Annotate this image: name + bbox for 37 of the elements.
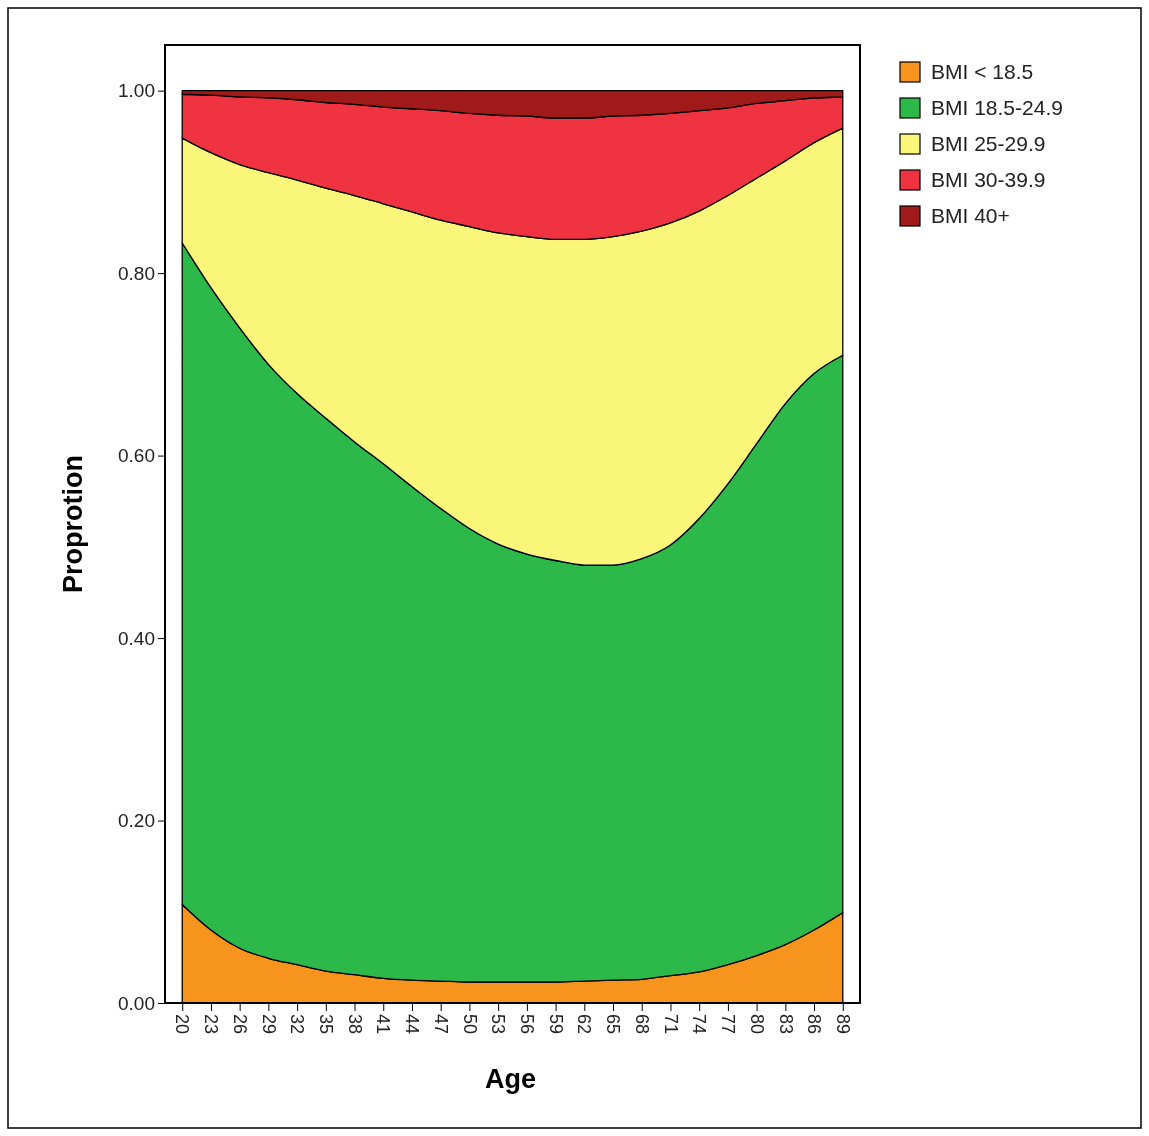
x-tick-label: 32	[287, 1014, 308, 1035]
x-tick-label: 77	[718, 1014, 739, 1035]
y-tick-label: 0.80	[118, 262, 155, 284]
x-tick-label: 29	[258, 1014, 279, 1035]
x-axis-title: Age	[484, 1064, 537, 1094]
x-tick-label: 50	[459, 1014, 480, 1035]
x-tick-label: 53	[488, 1014, 509, 1035]
x-tick-label: 41	[373, 1014, 394, 1035]
x-tick-label: 26	[229, 1014, 250, 1035]
y-tick-label: 0.20	[118, 810, 155, 832]
x-tick-label: 71	[660, 1014, 681, 1035]
x-tick-label: 35	[316, 1014, 337, 1035]
legend-label: BMI 30-39.9	[931, 168, 1046, 191]
x-tick-label: 80	[746, 1014, 767, 1035]
legend-label: BMI 25-29.9	[931, 132, 1046, 155]
x-tick-label: 89	[832, 1014, 853, 1035]
x-tick-label: 56	[517, 1014, 538, 1035]
y-tick-label: 0.60	[118, 445, 155, 467]
y-tick-label: 1.00	[118, 80, 155, 102]
legend-label: BMI < 18.5	[931, 60, 1034, 83]
legend-label: BMI 40+	[931, 204, 1010, 227]
x-tick-label: 23	[201, 1014, 222, 1035]
y-tick-label: 0.40	[118, 627, 155, 649]
y-axis-title: Proprotion	[58, 455, 88, 593]
x-tick-label: 68	[631, 1014, 652, 1035]
x-tick-label: 83	[775, 1014, 796, 1035]
x-tick-label: 62	[574, 1014, 595, 1035]
x-tick-label: 47	[430, 1014, 451, 1035]
x-tick-label: 59	[545, 1014, 566, 1035]
legend-label: BMI 18.5-24.9	[931, 96, 1063, 119]
x-tick-label: 86	[804, 1014, 825, 1035]
x-tick-label: 20	[172, 1014, 193, 1035]
x-tick-label: 74	[689, 1014, 710, 1035]
x-tick-label: 65	[603, 1014, 624, 1035]
x-tick-label: 44	[402, 1014, 423, 1035]
y-tick-label: 0.00	[118, 992, 155, 1014]
x-tick-label: 38	[344, 1014, 365, 1035]
